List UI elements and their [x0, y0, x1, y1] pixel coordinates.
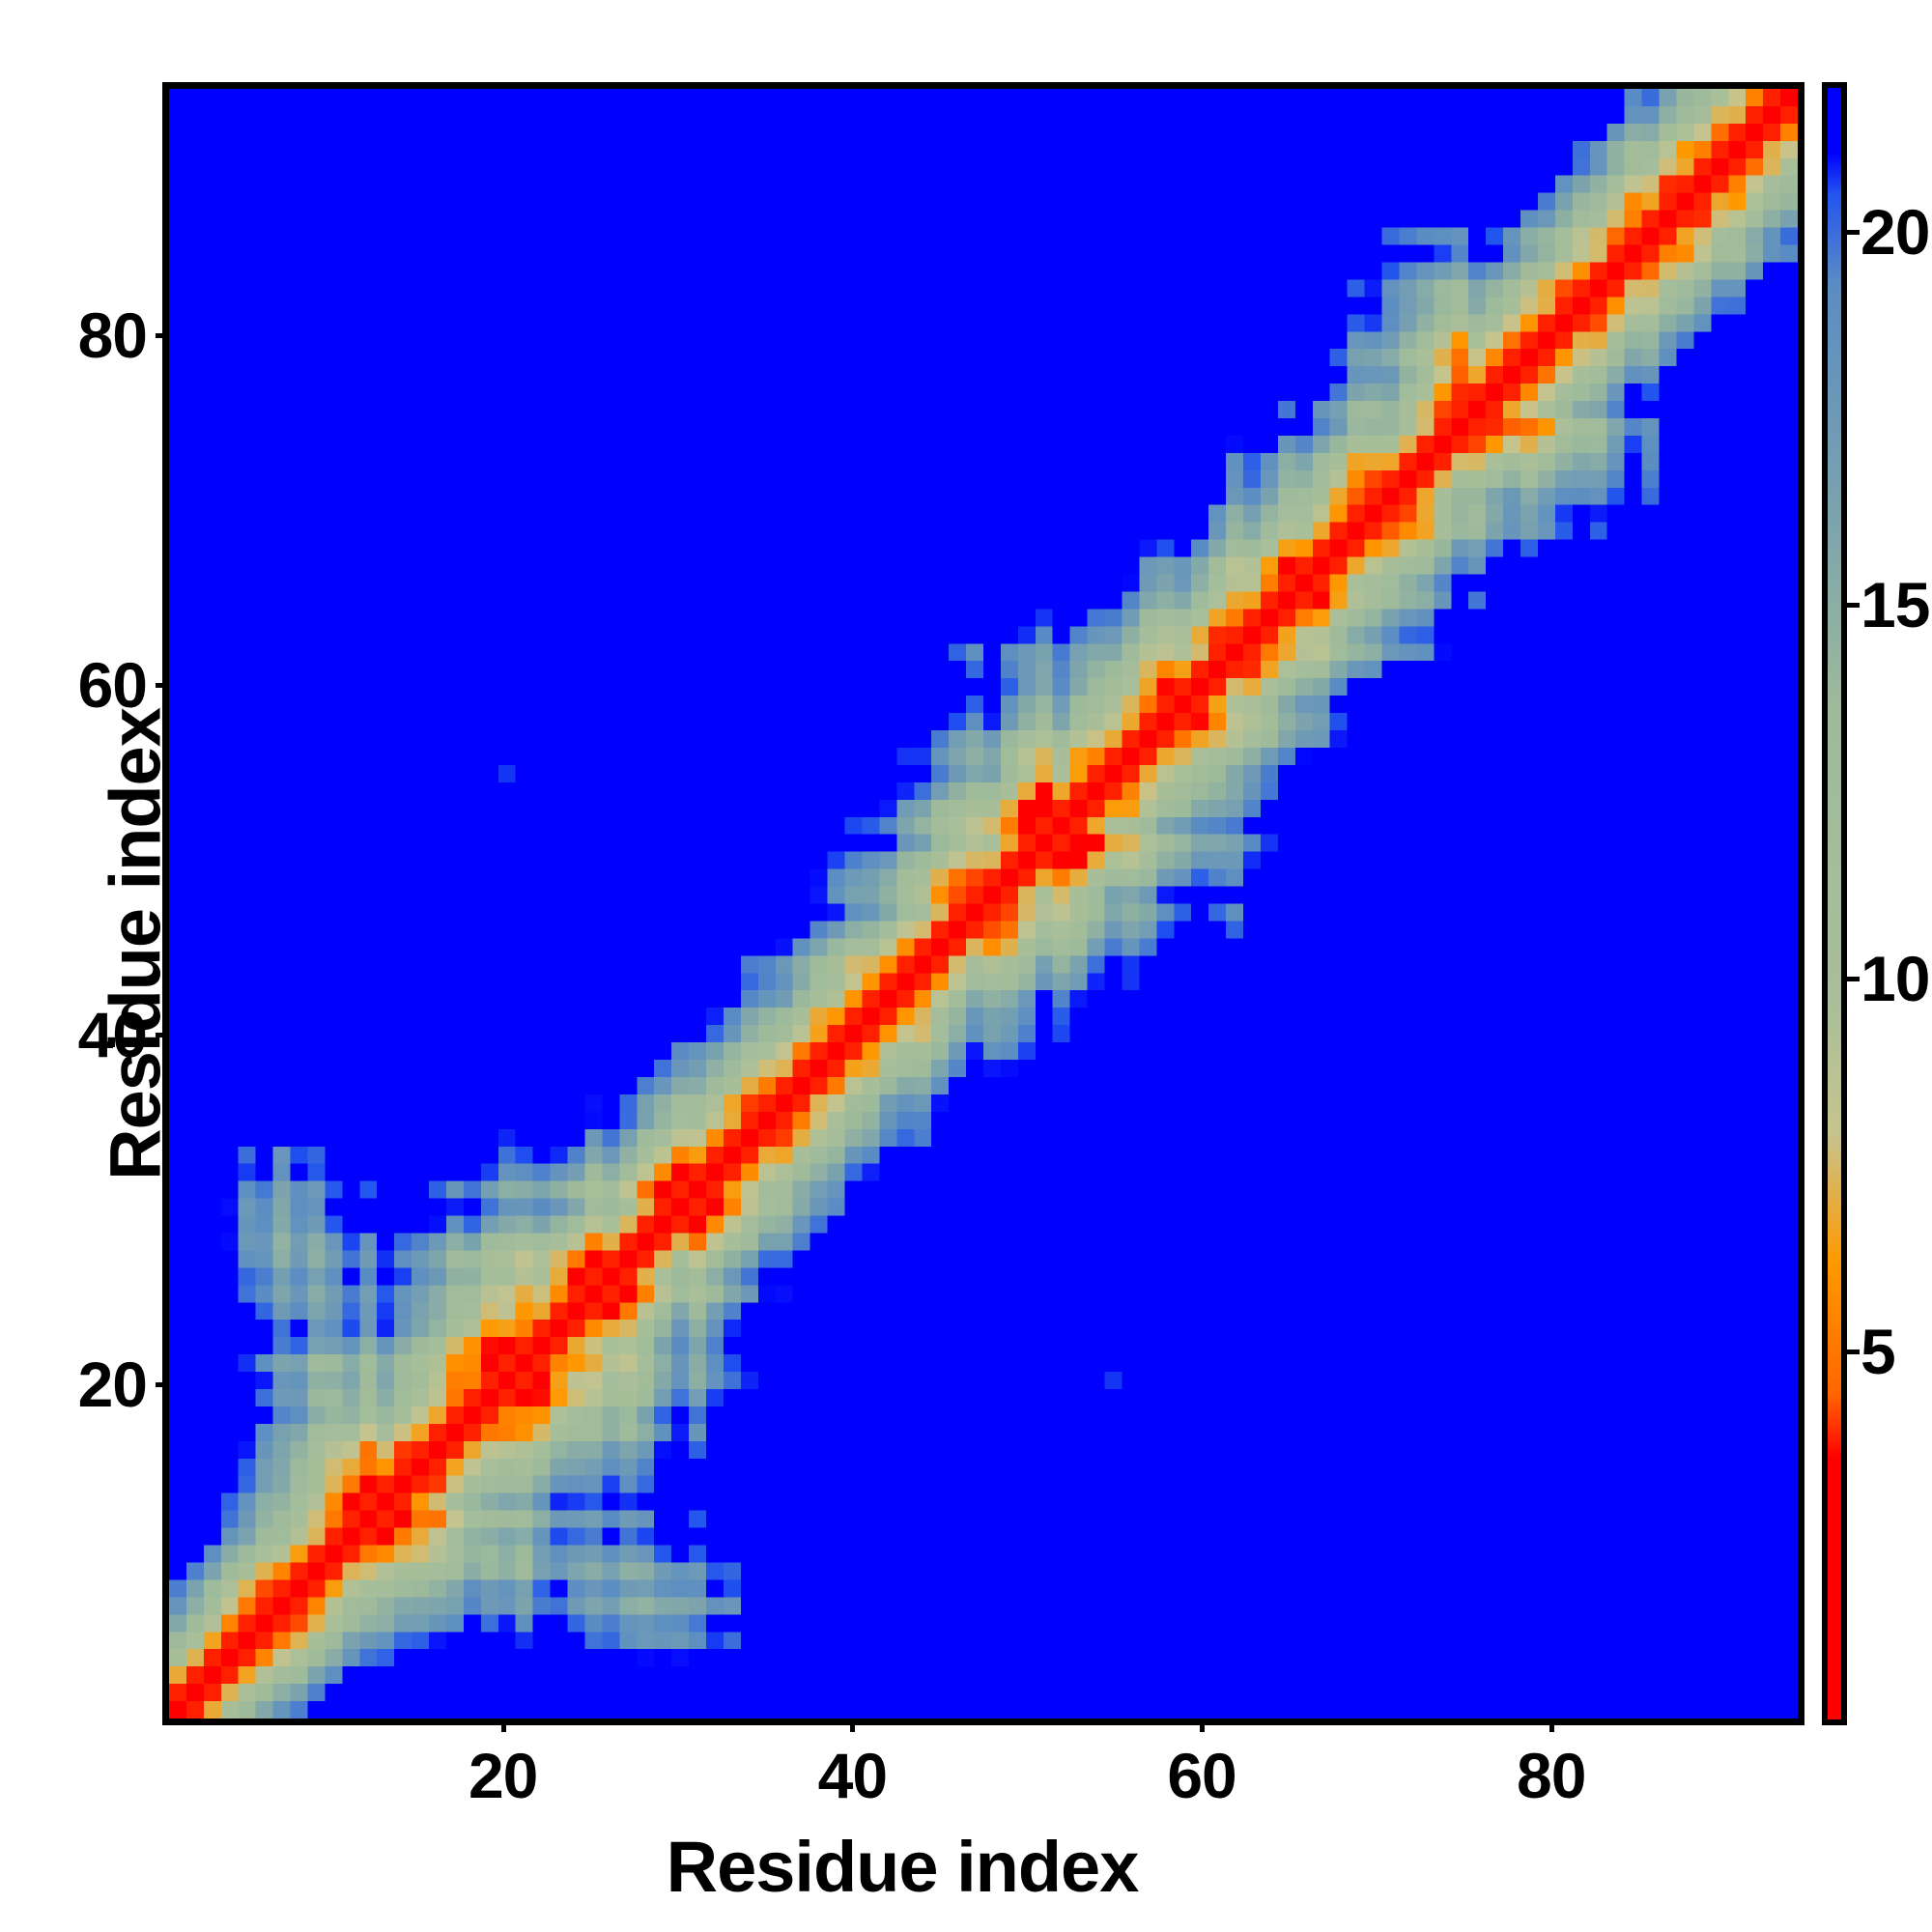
colorbar-tick-10 [1847, 976, 1860, 981]
colorbar-tick-15 [1847, 603, 1860, 609]
x-tick-20 [500, 1719, 506, 1732]
x-tick-label-60: 60 [1167, 1740, 1236, 1811]
y-tick-80 [156, 333, 169, 339]
x-tick-label-80: 80 [1517, 1740, 1586, 1811]
y-tick-60 [156, 683, 169, 689]
y-tick-label-20: 20 [77, 1349, 148, 1421]
y-tick-20 [156, 1382, 169, 1388]
x-tick-40 [850, 1719, 856, 1732]
colorbar-tick-label-20: 20 [1861, 195, 1930, 268]
x-axis-title: Residue index [666, 1827, 1140, 1907]
colorbar-tick-5 [1847, 1350, 1860, 1355]
colorbar-tick-label-10: 10 [1861, 942, 1930, 1014]
colorbar-tick-20 [1847, 229, 1860, 235]
heatmap-canvas [169, 89, 1798, 1719]
colorbar [1822, 82, 1847, 1725]
y-tick-label-60: 60 [77, 649, 148, 722]
colorbar-gradient [1828, 88, 1841, 1719]
x-tick-label-40: 40 [817, 1740, 888, 1811]
y-tick-label-80: 80 [77, 299, 148, 372]
heatmap-plot-area [162, 82, 1804, 1725]
x-tick-80 [1548, 1719, 1554, 1732]
y-tick-40 [156, 1033, 169, 1038]
y-tick-label-40: 40 [77, 999, 148, 1071]
x-tick-label-20: 20 [468, 1740, 538, 1811]
colorbar-tick-label-15: 15 [1861, 569, 1930, 641]
y-axis-title: Residue index [95, 708, 176, 1180]
colorbar-tick-label-5: 5 [1861, 1316, 1896, 1388]
x-tick-60 [1200, 1719, 1206, 1732]
